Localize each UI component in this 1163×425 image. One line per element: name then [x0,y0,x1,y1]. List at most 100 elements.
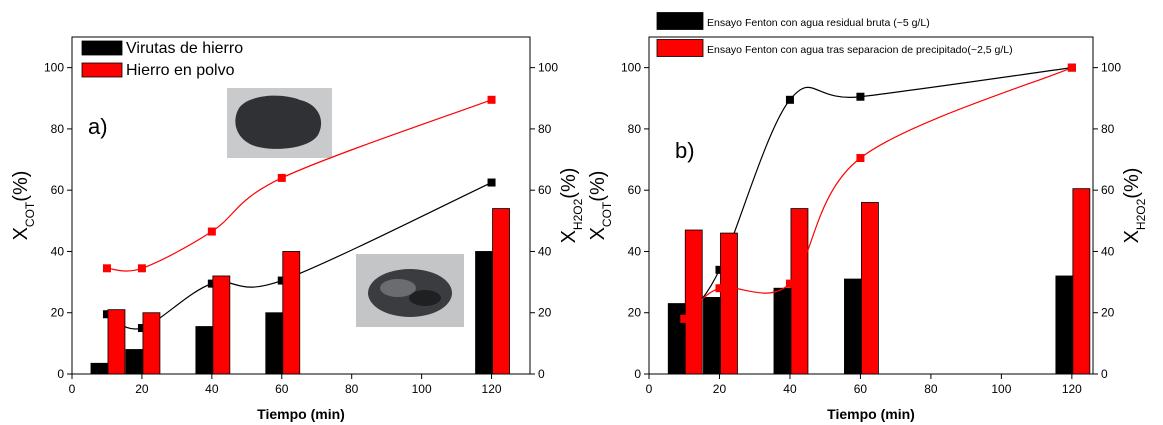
bar [844,278,862,375]
legend-swatch [656,12,704,30]
x-tick-label: 40 [783,382,797,396]
axis-label-main: X [10,227,32,240]
axis-label-unit: (%) [10,171,32,202]
photo-shavings [356,254,464,327]
point [680,314,689,323]
x-axis-label: Tiempo (min) [827,406,915,422]
x-tick-label: 120 [482,382,502,396]
x-tick-label: 20 [713,382,727,396]
point [487,95,496,104]
point [137,264,146,273]
point [856,92,865,101]
axis-label-sub: H2O2 [1134,198,1148,230]
y2-tick-label: 20 [538,306,552,320]
bar [195,326,214,375]
photo-powder [227,88,332,158]
point [207,279,216,288]
point [102,310,111,319]
y-tick-label: 80 [628,122,642,136]
x-tick-label: 0 [646,382,653,396]
bar [790,208,809,375]
axis-label-unit: (%) [1121,168,1143,199]
y-tick-label: 60 [628,183,642,197]
y-tick-label: 0 [57,367,64,381]
x-tick-label: 100 [991,382,1011,396]
panel-label: a) [88,114,108,139]
point [785,279,794,288]
y-tick-label: 100 [44,61,64,75]
y2-tick-label: 100 [538,61,558,75]
x-tick-label: 60 [275,382,289,396]
y2-tick-label: 20 [1101,306,1115,320]
y2-tick-label: 80 [1101,122,1115,136]
bar [265,312,284,375]
legend-label: Ensayo Fenton con agua tras separacion d… [707,44,1013,56]
x-tick-label: 60 [854,382,868,396]
legend-swatch [656,39,704,57]
x-tick-label: 100 [412,382,432,396]
axis-label-sub: COT [23,201,37,227]
axis-label-main: X [558,230,580,243]
y2-tick-label: 40 [1101,244,1115,258]
bar [125,349,144,375]
bar [107,309,126,375]
y2-tick-label: 40 [538,244,552,258]
y-tick-label: 40 [51,244,65,258]
y-tick-label: 20 [51,306,65,320]
point [137,324,146,333]
x-tick-label: 80 [345,382,359,396]
panel-label: b) [675,138,695,163]
point [1067,63,1076,72]
axis-label: XCOT(%) [10,171,37,241]
bar [1055,275,1074,375]
axis-label: XCOT(%) [587,171,614,241]
point [277,276,286,285]
bar [492,208,510,375]
legend-label: Hierro en polvo [126,62,235,79]
bar [282,251,301,375]
bar [1072,188,1091,375]
axis-label-unit: (%) [558,168,580,199]
axis-label-main: X [1121,230,1143,243]
bar [773,287,792,375]
point [102,264,111,273]
point [785,95,794,104]
axis-label-unit: (%) [587,171,609,202]
y2-tick-label: 60 [538,183,552,197]
bar [475,251,493,375]
y-tick-label: 80 [51,122,65,136]
y-tick-label: 60 [51,183,65,197]
bar [90,362,109,375]
y-tick-label: 40 [628,244,642,258]
point [277,173,286,182]
point [715,265,724,274]
y2-tick-label: 0 [1101,367,1108,381]
y2-tick-label: 80 [538,122,552,136]
y-tick-label: 100 [621,61,641,75]
x-tick-label: 120 [1062,382,1082,396]
axis-label-main: X [587,227,609,240]
y2-tick-label: 100 [1101,61,1121,75]
bar [142,312,161,375]
point [487,178,496,187]
bar [720,232,738,375]
plot-frame [71,36,531,375]
bar [861,202,879,375]
point [856,154,865,163]
legend-label: Virutas de hierro [126,40,243,57]
x-tick-label: 20 [135,382,149,396]
point [207,227,216,236]
legend-swatch [81,62,123,78]
legend-label: Ensayo Fenton con agua residual bruta (~… [707,17,930,29]
y-tick-label: 20 [628,306,642,320]
x-tick-label: 0 [69,382,76,396]
y2-tick-label: 0 [538,367,545,381]
x-tick-label: 80 [924,382,938,396]
x-axis-label: Tiempo (min) [257,406,345,422]
bar [684,229,703,375]
axis-label: XH2O2(%) [1121,168,1148,244]
fit-curve [106,99,492,272]
axis-label-sub: H2O2 [571,198,585,230]
y2-tick-label: 60 [1101,183,1115,197]
